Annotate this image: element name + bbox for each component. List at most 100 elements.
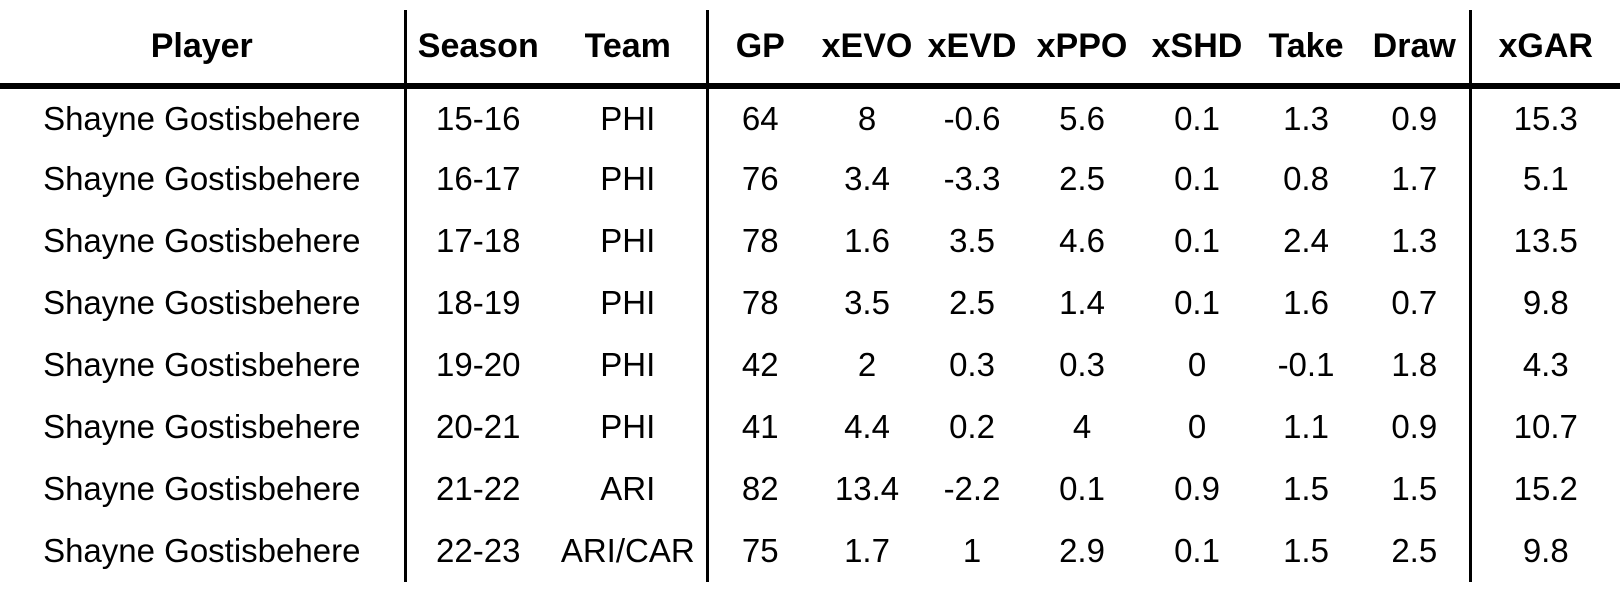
cell-draw: 1.5 (1360, 458, 1472, 520)
header-row: Player Season Team GP xEVO xEVD xPPO xSH… (0, 10, 1620, 89)
table-row: Shayne Gostisbehere 22-23 ARI/CAR 75 1.7… (0, 520, 1620, 582)
cell-gp: 78 (741, 284, 779, 321)
cell-season: 18-19 (436, 284, 521, 321)
cell-team: ARI/CAR (550, 520, 709, 582)
table-body: Shayne Gostisbehere 15-16 PHI 64 8 -0.6 … (0, 86, 1620, 582)
cell-take: 1.5 (1283, 470, 1329, 507)
cell-gp: 41 (741, 408, 779, 445)
player-stats-table: Player Season Team GP xEVO xEVD xPPO xSH… (0, 10, 1620, 582)
cell-season: 17-18 (436, 222, 521, 259)
cell-xshd: 0.1 (1174, 222, 1220, 259)
cell-season: 20-21 (436, 408, 521, 445)
cell-xgar: 9.8 (1522, 284, 1569, 321)
cell-xevd: -0.6 (943, 99, 1001, 137)
table-row: Shayne Gostisbehere 18-19 PHI 78 3.5 2.5… (0, 272, 1620, 334)
cell-xevo: 3.5 (844, 284, 890, 321)
cell-player: Shayne Gostisbehere (0, 210, 407, 272)
cell-xgar: 4.3 (1522, 346, 1569, 383)
cell-xgar: 10.7 (1513, 408, 1578, 445)
col-header-xshd: xSHD (1142, 10, 1252, 89)
col-header-draw: Draw (1360, 10, 1472, 89)
table-row: Shayne Gostisbehere 16-17 PHI 76 3.4 -3.… (0, 148, 1620, 210)
cell-xshd: 0.9 (1174, 470, 1220, 507)
cell-take: 1.1 (1283, 408, 1329, 445)
cell-xevd: 2.5 (949, 284, 995, 321)
cell-xppo: 2.9 (1059, 532, 1105, 569)
cell-take: 2.4 (1283, 222, 1329, 259)
cell-xshd: 0.1 (1174, 160, 1220, 197)
cell-xevd: -3.3 (943, 160, 1001, 197)
cell-gp: 78 (741, 222, 779, 259)
table-row: Shayne Gostisbehere 21-22 ARI 82 13.4 -2… (0, 458, 1620, 520)
cell-player: Shayne Gostisbehere (0, 520, 407, 582)
cell-gp: 75 (741, 532, 779, 569)
cell-xppo: 4 (1072, 408, 1092, 445)
cell-xgar: 15.3 (1513, 99, 1578, 137)
cell-xgar: 15.2 (1513, 470, 1578, 507)
cell-player: Shayne Gostisbehere (0, 396, 407, 458)
col-header-player: Player (0, 10, 407, 89)
cell-xppo: 2.5 (1059, 160, 1105, 197)
cell-draw: 0.7 (1360, 272, 1472, 334)
cell-season: 16-17 (436, 160, 521, 197)
cell-xevo: 3.4 (844, 160, 890, 197)
cell-player: Shayne Gostisbehere (0, 86, 407, 148)
cell-draw: 0.9 (1360, 86, 1472, 148)
cell-xppo: 4.6 (1059, 222, 1105, 259)
cell-take: -0.1 (1277, 346, 1335, 383)
col-header-take: Take (1252, 10, 1360, 89)
cell-xevd: 0.2 (949, 408, 995, 445)
cell-player: Shayne Gostisbehere (0, 458, 407, 520)
table-row: Shayne Gostisbehere 20-21 PHI 41 4.4 0.2… (0, 396, 1620, 458)
col-header-team: Team (550, 10, 709, 89)
cell-player: Shayne Gostisbehere (0, 148, 407, 210)
cell-draw: 1.7 (1360, 148, 1472, 210)
cell-season: 15-16 (436, 99, 521, 137)
cell-player: Shayne Gostisbehere (0, 272, 407, 334)
cell-team: PHI (550, 86, 709, 148)
cell-gp: 64 (741, 99, 779, 137)
cell-xshd: 0.1 (1174, 99, 1220, 137)
cell-xevo: 1.7 (844, 532, 890, 569)
table-row: Shayne Gostisbehere 17-18 PHI 78 1.6 3.5… (0, 210, 1620, 272)
cell-team: PHI (550, 334, 709, 396)
cell-xevo: 1.6 (844, 222, 890, 259)
cell-team: PHI (550, 396, 709, 458)
cell-xshd: 0 (1187, 346, 1207, 383)
cell-gp: 76 (741, 160, 779, 197)
cell-xgar: 13.5 (1513, 222, 1578, 259)
cell-player: Shayne Gostisbehere (0, 334, 407, 396)
cell-xppo: 0.1 (1059, 470, 1105, 507)
cell-xevd: 0.3 (949, 346, 995, 383)
cell-xevd: 3.5 (949, 222, 995, 259)
cell-xevo: 2 (857, 346, 877, 383)
cell-xppo: 5.6 (1059, 99, 1105, 137)
cell-xshd: 0 (1187, 408, 1207, 445)
cell-gp: 82 (741, 470, 779, 507)
cell-xgar: 5.1 (1522, 160, 1569, 197)
cell-team: PHI (550, 148, 709, 210)
col-header-gp: GP (707, 10, 812, 89)
cell-draw: 1.8 (1360, 334, 1472, 396)
cell-draw: 0.9 (1360, 396, 1472, 458)
cell-take: 1.6 (1283, 284, 1329, 321)
cell-xshd: 0.1 (1174, 532, 1220, 569)
cell-team: PHI (550, 210, 709, 272)
col-header-xppo: xPPO (1022, 10, 1142, 89)
table-header: Player Season Team GP xEVO xEVD xPPO xSH… (0, 10, 1620, 89)
cell-xevo: 4.4 (844, 408, 890, 445)
cell-xshd: 0.1 (1174, 284, 1220, 321)
cell-xevo: 13.4 (834, 470, 900, 507)
cell-take: 1.3 (1283, 99, 1329, 137)
cell-team: ARI (550, 458, 709, 520)
col-header-xevd: xEVD (922, 10, 1022, 89)
cell-xgar: 9.8 (1522, 532, 1569, 569)
col-header-xgar: xGAR (1470, 10, 1620, 89)
cell-season: 19-20 (436, 346, 521, 383)
cell-gp: 42 (741, 346, 779, 383)
cell-draw: 1.3 (1360, 210, 1472, 272)
cell-take: 0.8 (1283, 160, 1329, 197)
cell-draw: 2.5 (1360, 520, 1472, 582)
cell-xevd: 1 (962, 532, 982, 569)
cell-season: 21-22 (436, 470, 521, 507)
